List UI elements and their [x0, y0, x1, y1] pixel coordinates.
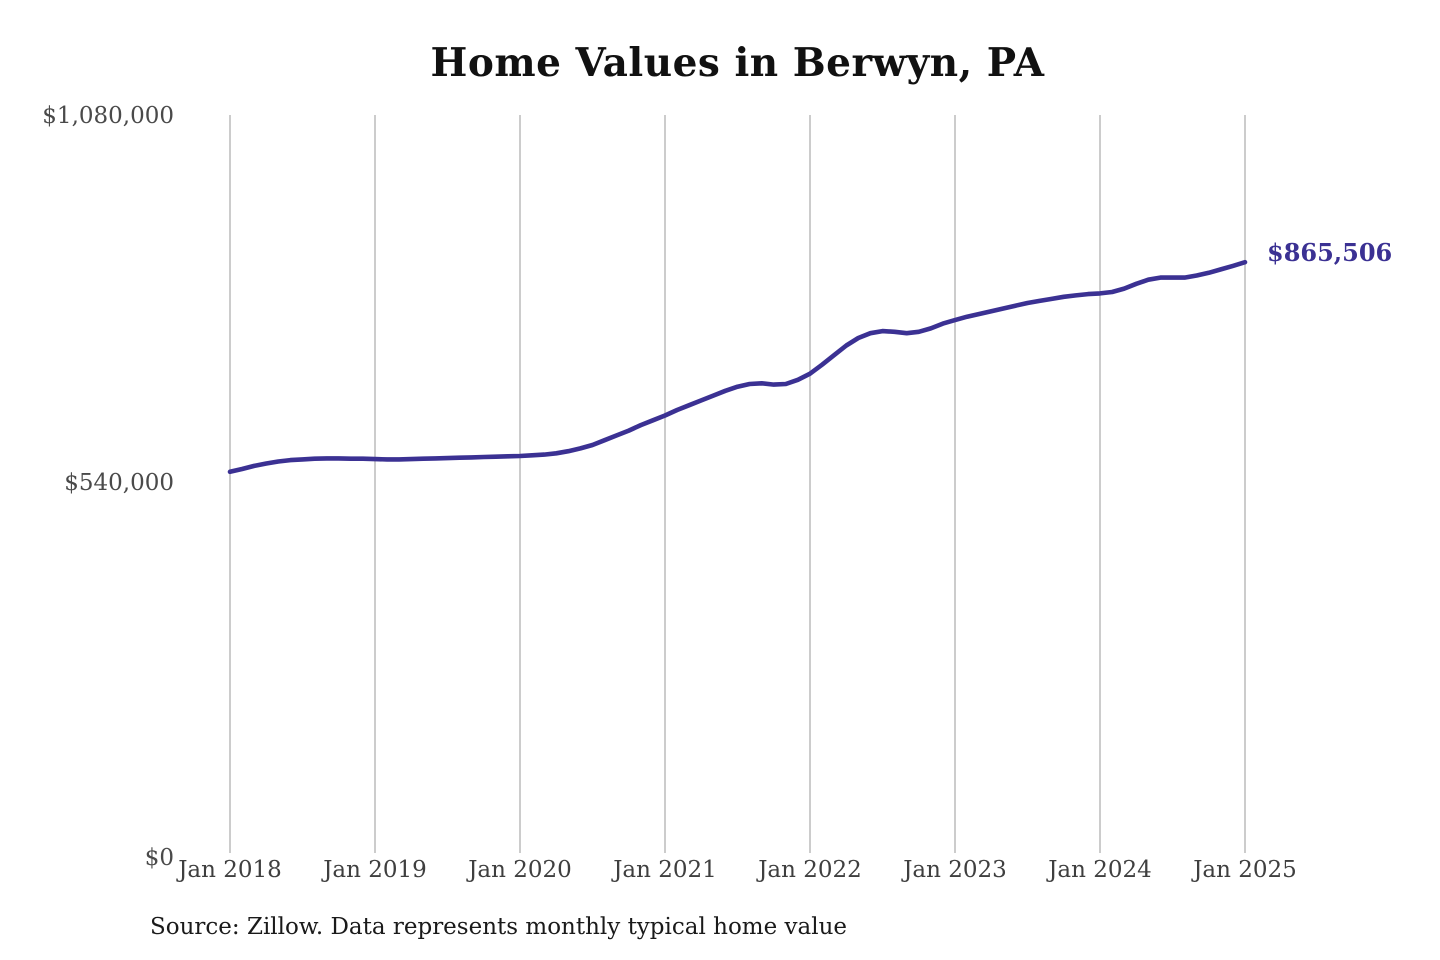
latest-value-label: $865,506	[1267, 238, 1393, 267]
source-note: Source: Zillow. Data represents monthly …	[150, 914, 848, 940]
x-tick-label-jan-2019: Jan 2019	[323, 857, 427, 883]
y-tick-label-0: $0	[144, 845, 174, 871]
x-tick-label-jan-2020: Jan 2020	[468, 857, 572, 883]
year-gridlines	[229, 115, 1246, 853]
x-tick-label-jan-2021: Jan 2021	[613, 857, 717, 883]
chart-title: Home Values in Berwyn, PA	[430, 40, 1045, 86]
x-tick-label-jan-2024: Jan 2024	[1048, 857, 1152, 883]
x-tick-label-jan-2022: Jan 2022	[758, 857, 862, 883]
y-tick-label-1080000: $1,080,000	[42, 103, 174, 129]
home-value-line	[227, 259, 1248, 475]
x-tick-label-jan-2018: Jan 2018	[178, 857, 282, 883]
x-tick-label-jan-2025: Jan 2025	[1193, 857, 1297, 883]
y-tick-label-540000: $540,000	[64, 470, 174, 496]
x-tick-label-jan-2023: Jan 2023	[903, 857, 1007, 883]
